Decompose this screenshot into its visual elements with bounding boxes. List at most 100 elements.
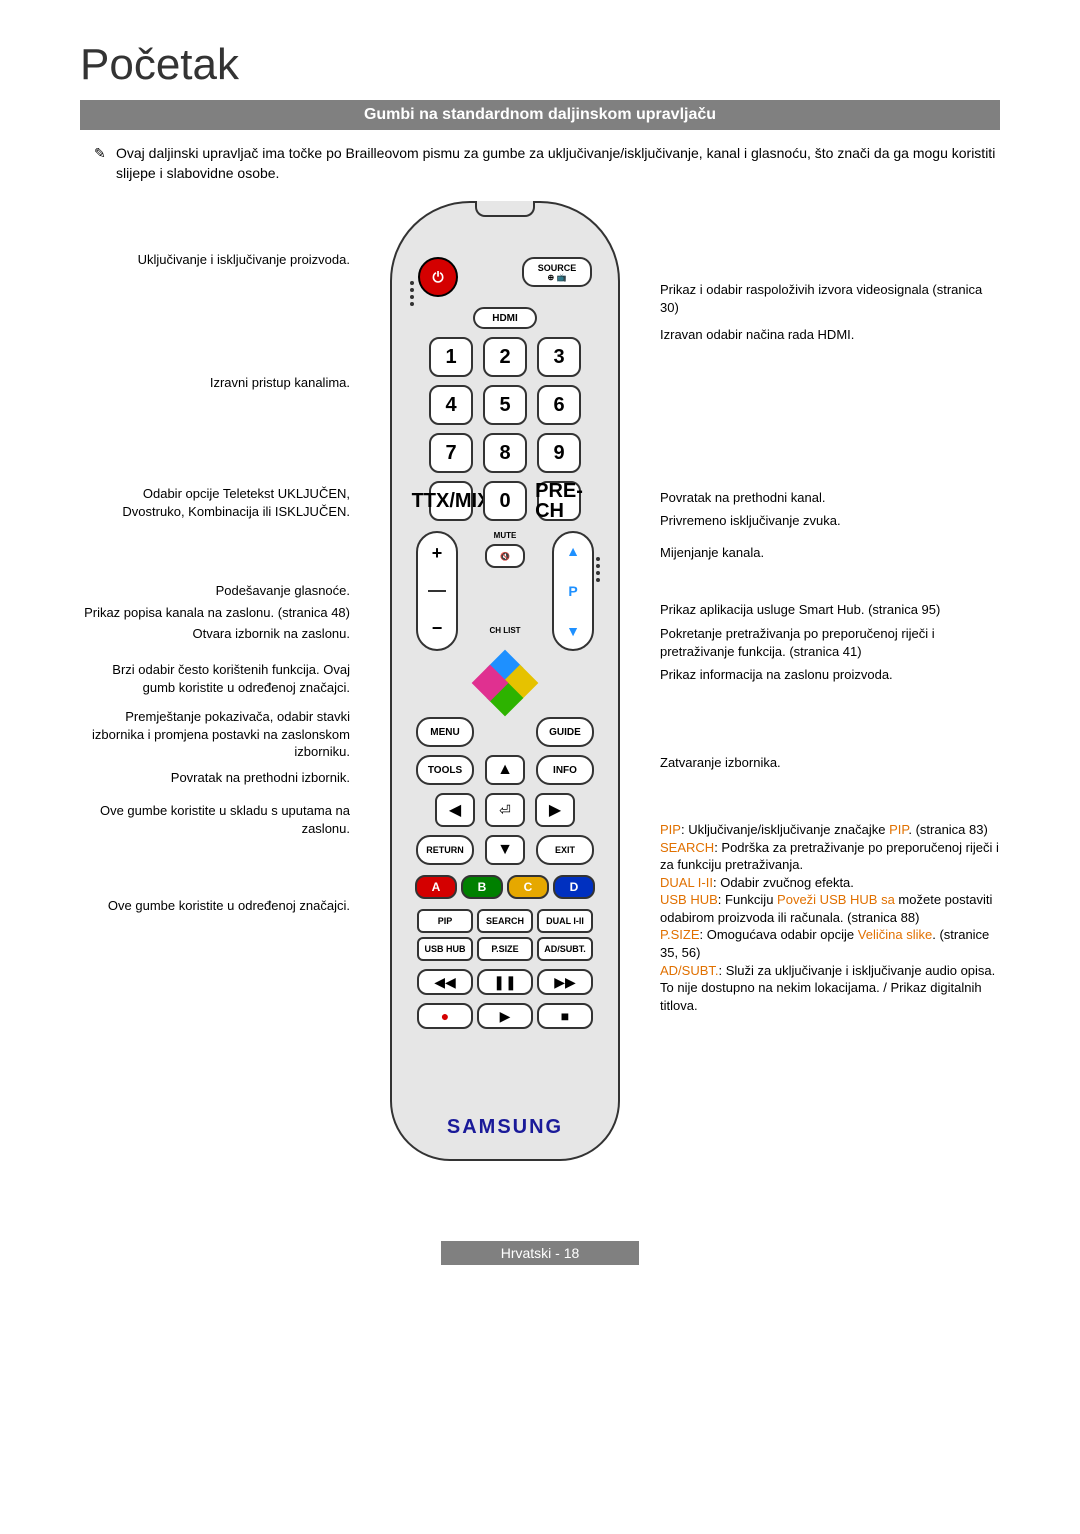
adsubt-label: AD/SUBT. bbox=[660, 963, 719, 978]
exit-button[interactable]: EXIT bbox=[536, 835, 594, 865]
digit-8[interactable]: 8 bbox=[483, 433, 527, 473]
pre-ch-button[interactable]: PRE-CH bbox=[537, 481, 581, 521]
dual-button[interactable]: DUAL I-II bbox=[537, 909, 593, 933]
return-button[interactable]: RETURN bbox=[416, 835, 474, 865]
digit-1[interactable]: 1 bbox=[429, 337, 473, 377]
color-c-button[interactable]: C bbox=[507, 875, 549, 899]
channel-rocker[interactable]: ▲ P ▼ bbox=[552, 531, 594, 651]
callout-return: Povratak na prethodni izbornik. bbox=[80, 769, 350, 787]
digit-5[interactable]: 5 bbox=[483, 385, 527, 425]
dpad-right[interactable]: ▶ bbox=[535, 793, 575, 827]
callout-ttx: Odabir opcije Teletekst UKLJUČEN, Dvostr… bbox=[80, 485, 350, 520]
channel-p-label: P bbox=[568, 583, 577, 599]
chlist-label: CH LIST bbox=[489, 626, 520, 635]
callout-exit: Zatvaranje izbornika. bbox=[660, 754, 1000, 772]
ttx-mix-button[interactable]: TTX/MIX bbox=[429, 481, 473, 521]
digit-7[interactable]: 7 bbox=[429, 433, 473, 473]
guide-button[interactable]: GUIDE bbox=[536, 717, 594, 747]
volume-rocker[interactable]: + − bbox=[416, 531, 458, 651]
mute-button[interactable]: 🔇 bbox=[485, 544, 525, 568]
usbhub-button[interactable]: USB HUB bbox=[417, 937, 473, 961]
pip-button[interactable]: PIP bbox=[417, 909, 473, 933]
dpad-enter[interactable]: ⏎ bbox=[485, 793, 525, 827]
callout-channel: Mijenjanje kanala. bbox=[660, 544, 1000, 562]
pause-button[interactable]: ❚❚ bbox=[477, 969, 533, 995]
transport-row-2: ● ▶ ■ bbox=[417, 1003, 593, 1029]
brand-logo: SAMSUNG bbox=[447, 1116, 563, 1139]
callout-tools: Brzi odabir često korištenih funkcija. O… bbox=[80, 661, 350, 696]
remote-body: ⏻ SOURCE ⊕ 📺 HDMI 123 456 789 TTX/MIX 0 … bbox=[390, 201, 620, 1161]
callout-power: Uključivanje i isključivanje proizvoda. bbox=[80, 251, 350, 269]
digit-0[interactable]: 0 bbox=[483, 481, 527, 521]
page-number: Hrvatski - 18 bbox=[441, 1241, 640, 1265]
dpad-left[interactable]: ◀ bbox=[435, 793, 475, 827]
right-callouts: Prikaz i odabir raspoloživih izvora vide… bbox=[660, 201, 1000, 1018]
callout-guide: Pokretanje pretraživanja po preporučenoj… bbox=[660, 625, 1000, 660]
info-button[interactable]: INFO bbox=[536, 755, 594, 785]
page-footer: Hrvatski - 18 bbox=[80, 1241, 1000, 1265]
transport-row-1: ◀◀ ❚❚ ▶▶ bbox=[417, 969, 593, 995]
color-a-button[interactable]: A bbox=[415, 875, 457, 899]
record-button[interactable]: ● bbox=[417, 1003, 473, 1029]
callout-menu: Otvara izbornik na zaslonu. bbox=[80, 625, 350, 643]
stop-button[interactable]: ■ bbox=[537, 1003, 593, 1029]
dual-label: DUAL I-II bbox=[660, 875, 713, 890]
callout-smarthub: Prikaz aplikacija usluge Smart Hub. (str… bbox=[660, 601, 1000, 619]
callout-dpad: Premještanje pokazivača, odabir stavki i… bbox=[80, 708, 350, 761]
color-b-button[interactable]: B bbox=[461, 875, 503, 899]
callout-hdmi: Izravan odabir načina rada HDMI. bbox=[660, 326, 1000, 344]
left-callouts: Uključivanje i isključivanje proizvoda. … bbox=[80, 201, 350, 919]
volume-divider bbox=[428, 590, 446, 592]
callout-digits: Izravni pristup kanalima. bbox=[80, 374, 350, 392]
callout-info: Prikaz informacija na zaslonu proizvoda. bbox=[660, 666, 1000, 684]
menu-button[interactable]: MENU bbox=[416, 717, 474, 747]
play-button[interactable]: ▶ bbox=[477, 1003, 533, 1029]
smarthub-button[interactable] bbox=[477, 655, 533, 711]
pip-label: PIP bbox=[660, 822, 681, 837]
dpad-down[interactable]: ▼ bbox=[485, 835, 525, 865]
hdmi-button[interactable]: HDMI bbox=[473, 307, 537, 329]
digit-3[interactable]: 3 bbox=[537, 337, 581, 377]
callout-transport: Ove gumbe koristite u određenoj značajci… bbox=[80, 897, 350, 915]
digit-9[interactable]: 9 bbox=[537, 433, 581, 473]
forward-button[interactable]: ▶▶ bbox=[537, 969, 593, 995]
digit-2[interactable]: 2 bbox=[483, 337, 527, 377]
search-label: SEARCH bbox=[660, 840, 714, 855]
braille-note: Ovaj daljinski upravljač ima točke po Br… bbox=[100, 144, 1000, 183]
callout-source: Prikaz i odabir raspoloživih izvora vide… bbox=[660, 281, 1000, 316]
dpad-up[interactable]: ▲ bbox=[485, 755, 525, 785]
digit-6[interactable]: 6 bbox=[537, 385, 581, 425]
remote-layout: Uključivanje i isključivanje proizvoda. … bbox=[80, 201, 1000, 1161]
braille-dots-left bbox=[410, 281, 418, 306]
braille-dots-right bbox=[596, 557, 604, 582]
psize-button[interactable]: P.SIZE bbox=[477, 937, 533, 961]
adsubt-button[interactable]: AD/SUBT. bbox=[537, 937, 593, 961]
channel-down-icon: ▼ bbox=[566, 623, 580, 639]
volume-down-icon: − bbox=[432, 618, 443, 639]
callout-abcd: Ove gumbe koristite u skladu s uputama n… bbox=[80, 802, 350, 837]
psize-label: P.SIZE bbox=[660, 927, 700, 942]
mute-label: MUTE bbox=[494, 531, 517, 540]
ir-window bbox=[475, 201, 535, 217]
feature-six-grid: PIP SEARCH DUAL I-II USB HUB P.SIZE AD/S… bbox=[417, 909, 593, 961]
rewind-button[interactable]: ◀◀ bbox=[417, 969, 473, 995]
color-d-button[interactable]: D bbox=[553, 875, 595, 899]
search-button[interactable]: SEARCH bbox=[477, 909, 533, 933]
usbhub-label: USB HUB bbox=[660, 892, 718, 907]
digit-4[interactable]: 4 bbox=[429, 385, 473, 425]
callout-feature-block: PIP: Uključivanje/isključivanje značajke… bbox=[660, 821, 1000, 1014]
source-label: SOURCE bbox=[538, 263, 577, 273]
channel-up-icon: ▲ bbox=[566, 543, 580, 559]
tools-button[interactable]: TOOLS bbox=[416, 755, 474, 785]
source-button[interactable]: SOURCE ⊕ 📺 bbox=[522, 257, 592, 287]
volume-up-icon: + bbox=[432, 543, 443, 564]
abcd-row: A B C D bbox=[415, 875, 595, 899]
callout-mute: Privremeno isključivanje zvuka. bbox=[660, 512, 1000, 530]
callout-chlist: Prikaz popisa kanala na zaslonu. (strani… bbox=[80, 604, 350, 622]
remote-diagram: ⏻ SOURCE ⊕ 📺 HDMI 123 456 789 TTX/MIX 0 … bbox=[360, 201, 650, 1161]
power-button[interactable]: ⏻ bbox=[418, 257, 458, 297]
callout-volume: Podešavanje glasnoće. bbox=[80, 582, 350, 600]
callout-prech: Povratak na prethodni kanal. bbox=[660, 489, 1000, 507]
page-title: Početak bbox=[80, 40, 1000, 90]
section-heading: Gumbi na standardnom daljinskom upravlja… bbox=[80, 100, 1000, 130]
